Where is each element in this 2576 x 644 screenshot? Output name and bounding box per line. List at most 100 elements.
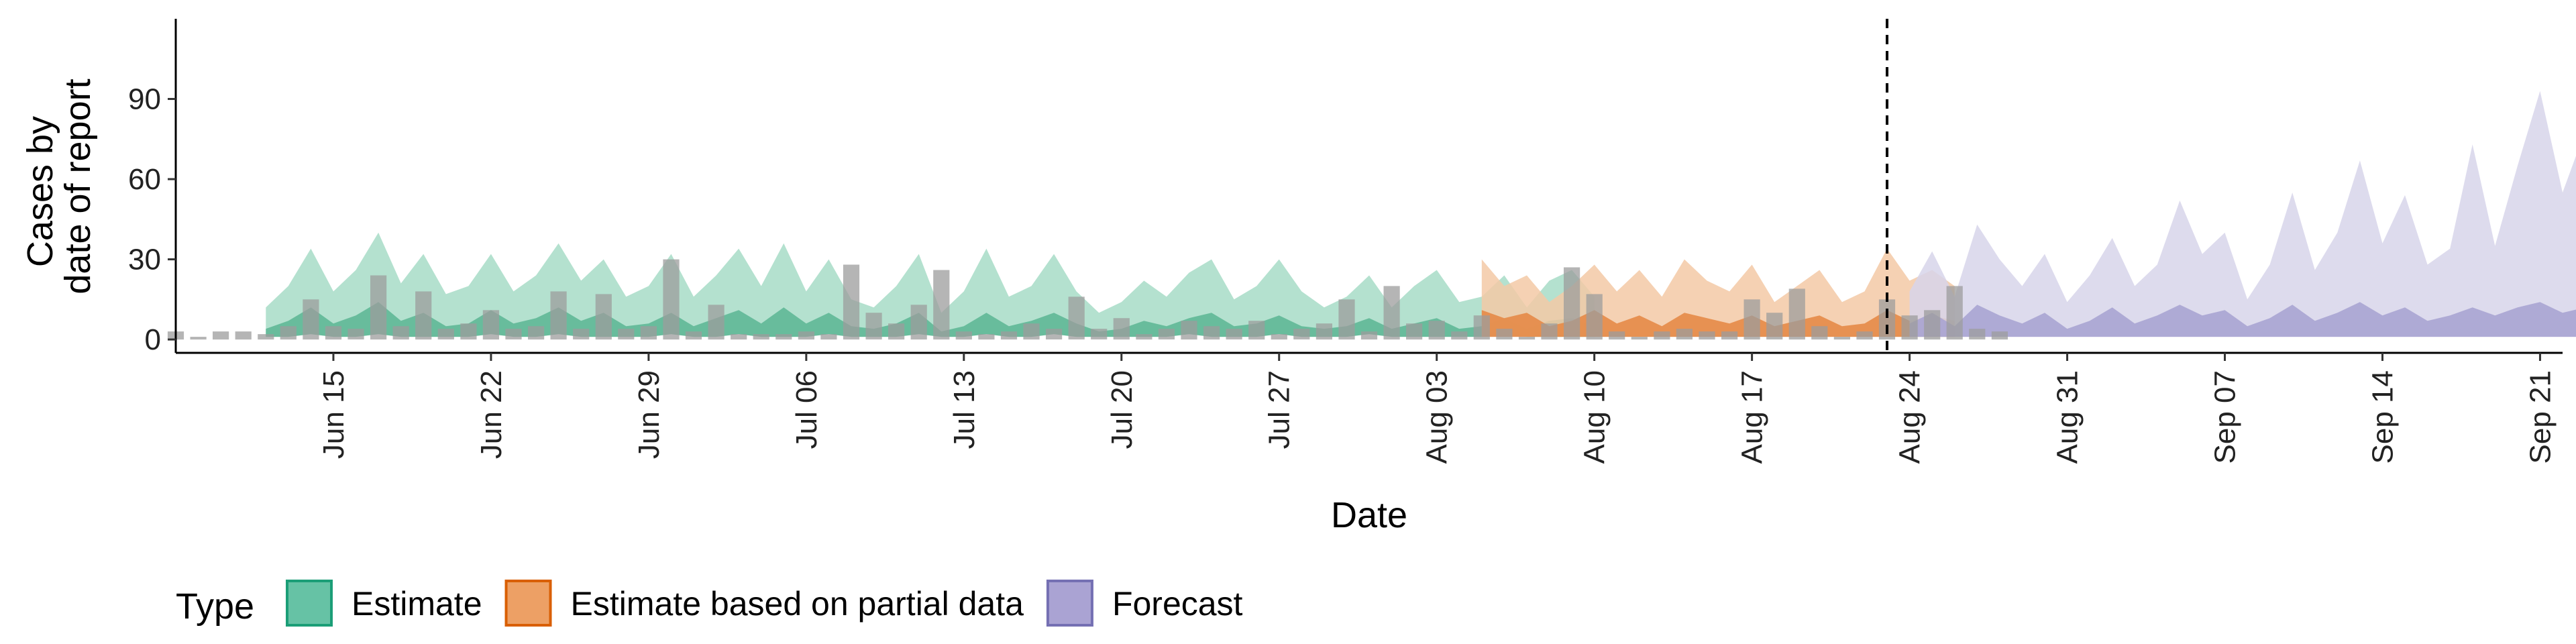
case-bar	[843, 264, 860, 340]
x-tick-label: Aug 03	[1421, 370, 1454, 464]
case-bar	[1406, 323, 1423, 340]
legend-label: Estimate	[352, 585, 482, 623]
x-tick-label: Aug 24	[1894, 370, 1927, 464]
case-bar	[1360, 331, 1378, 340]
x-axis-title: Date	[1331, 495, 1407, 535]
case-bar	[731, 334, 747, 340]
x-tick-label: Jun 22	[475, 370, 508, 459]
forecast-outer-band	[1909, 91, 2576, 337]
case-bar	[1000, 331, 1018, 340]
case-bar	[1541, 323, 1558, 340]
y-tick-label: 60	[128, 163, 161, 196]
case-bar	[1428, 321, 1445, 340]
legend-items: Estimate Estimate based on partial data Fo…	[286, 580, 1243, 627]
case-bar	[1473, 315, 1490, 340]
case-bar	[370, 275, 387, 340]
case-bar	[1496, 329, 1513, 339]
case-bar	[258, 334, 274, 340]
x-tick-label: Aug 31	[2051, 370, 2084, 464]
case-bar	[1609, 331, 1625, 340]
case-bar	[505, 329, 522, 339]
x-tick-label: Aug 10	[1578, 370, 1611, 464]
case-bar	[1068, 297, 1085, 339]
case-bar	[910, 305, 927, 340]
case-bar	[1248, 321, 1265, 340]
case-bar	[1338, 299, 1355, 340]
x-tick-label: Sep 07	[2209, 370, 2242, 464]
legend-swatch	[286, 580, 333, 627]
x-tick-label: Sep 21	[2524, 370, 2557, 464]
case-bar	[1654, 331, 1670, 340]
case-bar	[618, 329, 635, 339]
case-bar	[955, 331, 972, 340]
axes	[174, 19, 2563, 354]
case-bar	[1271, 334, 1287, 340]
plot-area	[167, 19, 2576, 353]
x-tick-label: Jun 15	[317, 370, 350, 459]
case-bar	[1699, 331, 1715, 340]
x-tick-label: Jul 06	[790, 370, 823, 449]
case-bar	[775, 334, 792, 340]
x-tick-label: Aug 17	[1736, 370, 1769, 464]
y-axis-title-line-1: Cases by	[20, 116, 60, 267]
case-bar	[303, 299, 319, 340]
legend-label: Forecast	[1112, 585, 1243, 623]
legend: Type Estimate Estimate based on partial d…	[176, 580, 1243, 627]
legend-label: Estimate based on partial data	[571, 585, 1024, 623]
case-bar	[1518, 337, 1536, 340]
case-bar	[1991, 331, 2008, 340]
case-bar	[1046, 329, 1063, 339]
case-bar	[1091, 329, 1108, 339]
case-bar	[528, 326, 545, 340]
y-axis-title: Cases by date of report	[20, 78, 98, 294]
case-bar	[933, 270, 950, 340]
case-bar	[1901, 315, 1918, 340]
case-bar	[1586, 294, 1603, 340]
case-bar	[1451, 331, 1468, 340]
case-bar	[753, 334, 769, 340]
case-bar	[1564, 267, 1580, 340]
case-bar	[1766, 313, 1783, 339]
y-tick-label: 30	[128, 244, 161, 276]
case-bar	[550, 291, 567, 340]
legend-title: Type	[176, 586, 254, 627]
x-tick-label: Sep 14	[2366, 370, 2399, 464]
case-bar	[1631, 337, 1648, 340]
y-axis-title-line-2: date of report	[58, 78, 98, 294]
forecast-inner-band	[1909, 302, 2576, 337]
case-bar	[865, 313, 882, 339]
case-bar	[1181, 321, 1197, 340]
case-bar	[1788, 288, 1805, 340]
case-bar	[347, 329, 364, 339]
case-bar	[1203, 326, 1220, 340]
x-ticks: Jun 15 Jun 22 Jun 29 Jul 06 Jul 13 Jul 20 Jul …	[317, 353, 2557, 464]
case-bar	[1676, 329, 1693, 339]
case-bar	[1316, 323, 1332, 340]
case-bar	[1833, 337, 1850, 340]
case-bar	[1811, 326, 1828, 340]
case-bar	[978, 334, 995, 340]
legend-swatch	[504, 580, 552, 627]
case-bar	[213, 331, 229, 340]
case-bar	[437, 329, 454, 339]
case-bar	[685, 331, 702, 340]
case-bar	[1383, 286, 1400, 340]
x-tick-label: Jul 20	[1106, 370, 1138, 449]
case-bar	[325, 326, 342, 340]
y-tick-label: 0	[145, 323, 161, 356]
case-bar	[1743, 299, 1760, 340]
case-bar	[888, 323, 905, 340]
case-bar	[708, 305, 724, 340]
y-tick-label: 90	[128, 83, 161, 116]
case-bar	[190, 337, 207, 340]
case-bar	[1856, 331, 1873, 340]
case-bar	[1158, 329, 1175, 339]
case-bar	[1113, 318, 1130, 340]
case-bar	[1023, 323, 1040, 340]
y-ticks: 0 30 60 90	[128, 83, 176, 356]
case-bar	[280, 326, 297, 340]
case-bar	[595, 294, 612, 340]
case-bar	[235, 331, 252, 340]
case-bar	[415, 291, 432, 340]
